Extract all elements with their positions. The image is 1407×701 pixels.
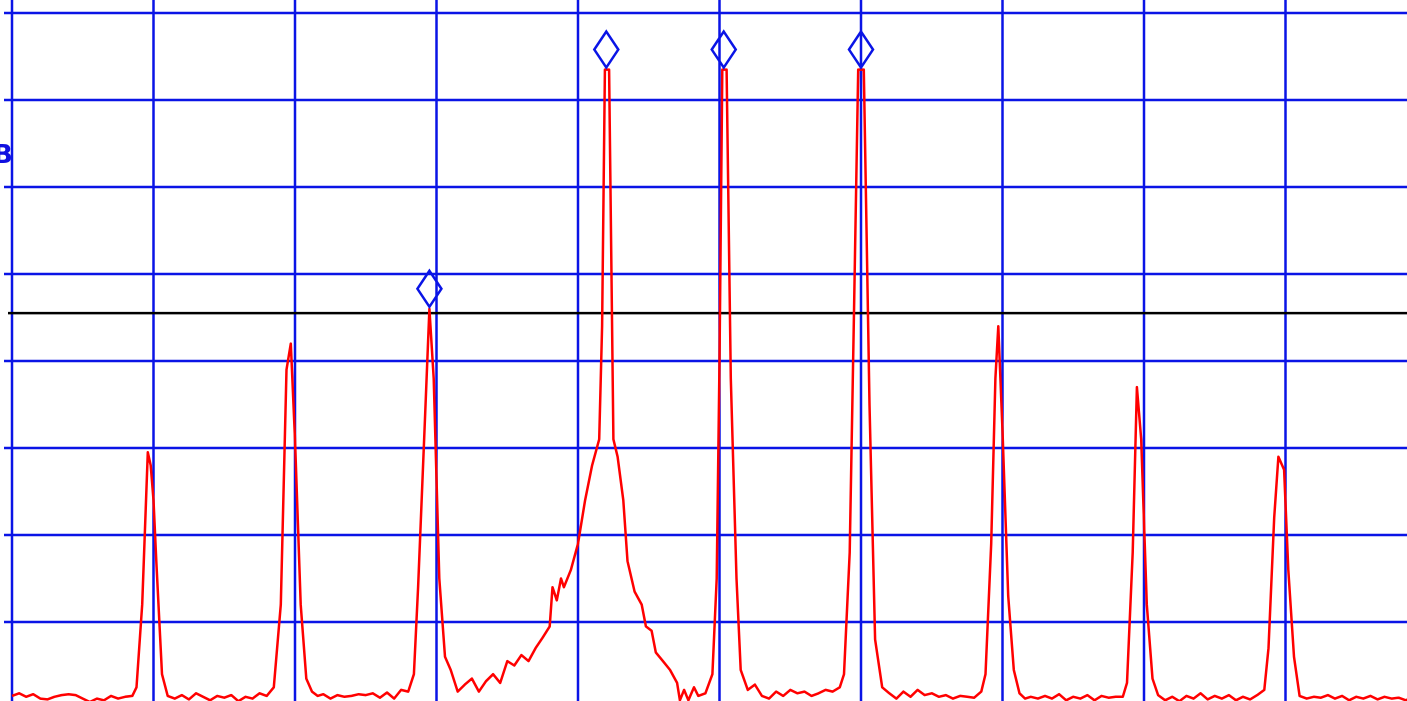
trace-group (11, 68, 1407, 701)
peak-marker-diamond (415, 268, 443, 310)
spectrum-trace (11, 68, 1407, 701)
peak-marker-diamond (592, 29, 620, 70)
peak-markers (415, 29, 875, 310)
peak-marker-diamond (710, 29, 738, 70)
plot-grid (4, 0, 1407, 701)
peak-marker-diamond (847, 29, 875, 70)
partial-axis-label: B (0, 140, 13, 170)
